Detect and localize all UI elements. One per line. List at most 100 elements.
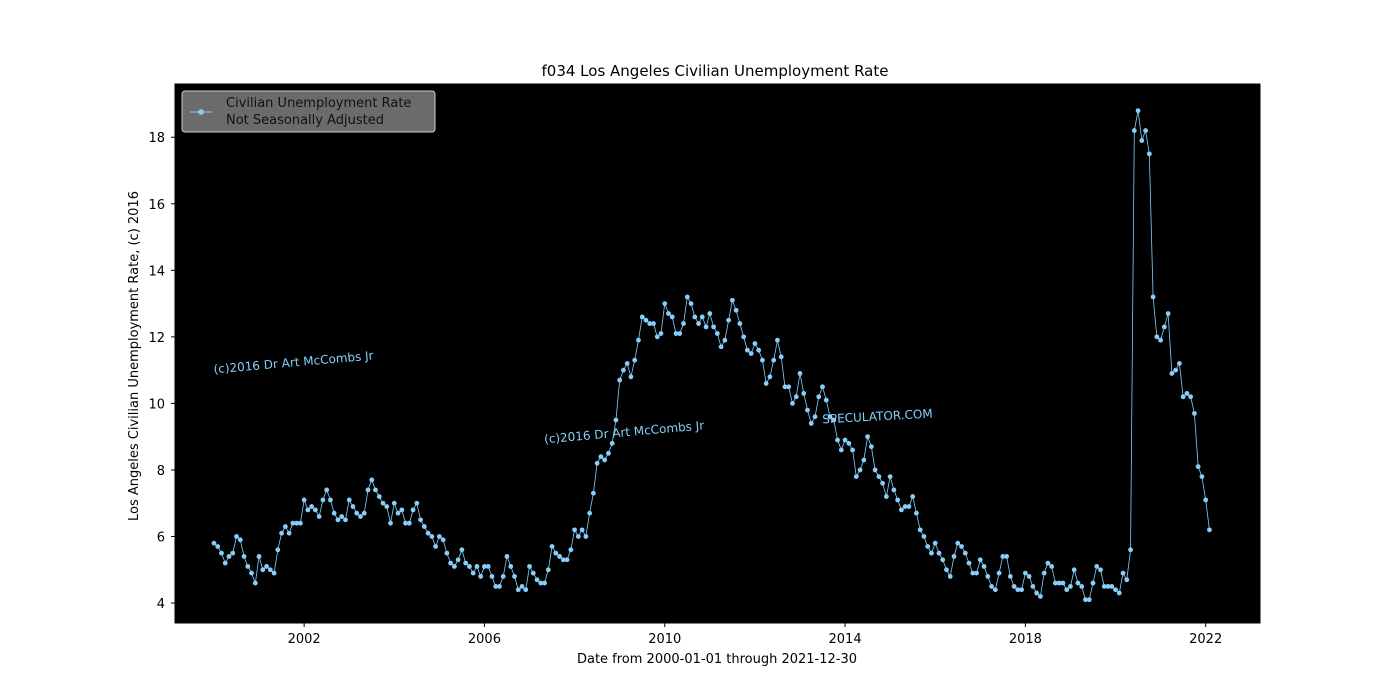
data-point xyxy=(455,557,461,563)
data-point xyxy=(527,564,532,569)
data-point xyxy=(463,560,469,566)
data-point xyxy=(448,560,454,566)
data-point xyxy=(1090,580,1096,586)
data-point xyxy=(1146,151,1152,157)
data-point xyxy=(264,564,269,569)
data-point xyxy=(699,314,705,320)
data-point xyxy=(485,564,491,569)
data-point xyxy=(658,331,664,336)
x-tick-label: 2002 xyxy=(288,632,321,647)
data-point xyxy=(549,544,555,549)
data-point xyxy=(436,534,442,539)
data-point xyxy=(756,347,762,353)
data-point xyxy=(256,554,262,559)
data-point xyxy=(343,517,348,523)
data-point xyxy=(902,504,908,509)
axes-group: 2002 2006 2010 2014 2018 2022 4 6 8 10 12 14 16 18 xyxy=(148,83,1261,647)
data-point xyxy=(1064,587,1070,593)
data-point xyxy=(996,570,1002,576)
data-point xyxy=(831,417,837,423)
data-point xyxy=(512,574,517,579)
data-point xyxy=(523,587,529,593)
data-point xyxy=(1131,128,1137,133)
data-point xyxy=(489,574,495,579)
data-point xyxy=(320,497,326,503)
data-point xyxy=(467,564,472,569)
data-point xyxy=(714,331,720,336)
data-point xyxy=(545,567,551,573)
data-point xyxy=(226,554,232,559)
data-point xyxy=(211,540,217,546)
data-point xyxy=(1019,587,1025,593)
legend-label-line: Civilian Unemployment Rate xyxy=(226,96,411,111)
data-point xyxy=(771,357,777,363)
data-point xyxy=(410,507,416,513)
data-point xyxy=(474,564,480,569)
y-tick-label: 16 xyxy=(148,198,165,213)
data-point xyxy=(1169,371,1175,376)
data-point xyxy=(301,497,307,503)
data-point xyxy=(1011,584,1017,589)
data-point xyxy=(763,381,769,386)
data-point xyxy=(459,547,465,553)
data-point xyxy=(553,550,559,556)
data-point xyxy=(361,510,367,516)
chart-title: f034 Los Angeles Civilian Unemployment R… xyxy=(542,62,889,80)
data-point xyxy=(331,510,337,516)
data-point xyxy=(260,567,266,573)
data-point xyxy=(1207,527,1212,533)
data-point xyxy=(1049,564,1055,569)
data-point xyxy=(677,331,683,336)
data-point xyxy=(853,474,859,479)
data-point xyxy=(1034,590,1040,596)
data-point xyxy=(1109,584,1115,589)
data-point xyxy=(786,384,792,390)
data-point xyxy=(230,550,236,556)
data-point xyxy=(921,534,927,539)
data-point xyxy=(925,544,931,549)
data-point xyxy=(1053,580,1058,586)
data-point xyxy=(1105,584,1111,589)
data-point xyxy=(914,510,919,516)
data-point xyxy=(282,524,288,529)
data-point xyxy=(245,564,251,569)
data-point xyxy=(696,321,701,326)
data-point xyxy=(1135,108,1141,114)
data-point xyxy=(985,574,991,579)
data-point xyxy=(1128,547,1133,553)
data-point xyxy=(606,450,611,456)
data-point xyxy=(493,584,499,589)
data-point xyxy=(880,480,886,486)
data-point xyxy=(613,417,619,423)
data-point xyxy=(252,580,258,586)
data-point xyxy=(1068,584,1073,589)
data-point xyxy=(324,487,330,493)
data-point xyxy=(406,520,412,526)
y-tick-label: 10 xyxy=(148,397,165,412)
data-point xyxy=(775,337,780,343)
data-point xyxy=(846,440,852,446)
data-point xyxy=(1158,337,1163,343)
data-point xyxy=(1000,554,1006,559)
data-point xyxy=(1184,391,1190,396)
data-point xyxy=(808,420,814,426)
data-point xyxy=(621,367,626,373)
data-point xyxy=(583,534,589,539)
data-point xyxy=(403,520,408,526)
data-point xyxy=(692,314,698,320)
data-point xyxy=(1045,560,1051,566)
data-point xyxy=(684,294,690,300)
data-point xyxy=(850,447,855,453)
data-point xyxy=(241,554,247,559)
data-point xyxy=(666,311,671,316)
data-point xyxy=(497,584,502,589)
data-point xyxy=(838,447,844,453)
data-point xyxy=(936,550,942,556)
data-point xyxy=(1150,294,1156,300)
data-point xyxy=(820,384,825,390)
data-point xyxy=(575,534,581,539)
data-point xyxy=(707,311,713,316)
data-point xyxy=(1083,597,1088,603)
data-point xyxy=(500,574,506,579)
data-point xyxy=(887,474,893,479)
